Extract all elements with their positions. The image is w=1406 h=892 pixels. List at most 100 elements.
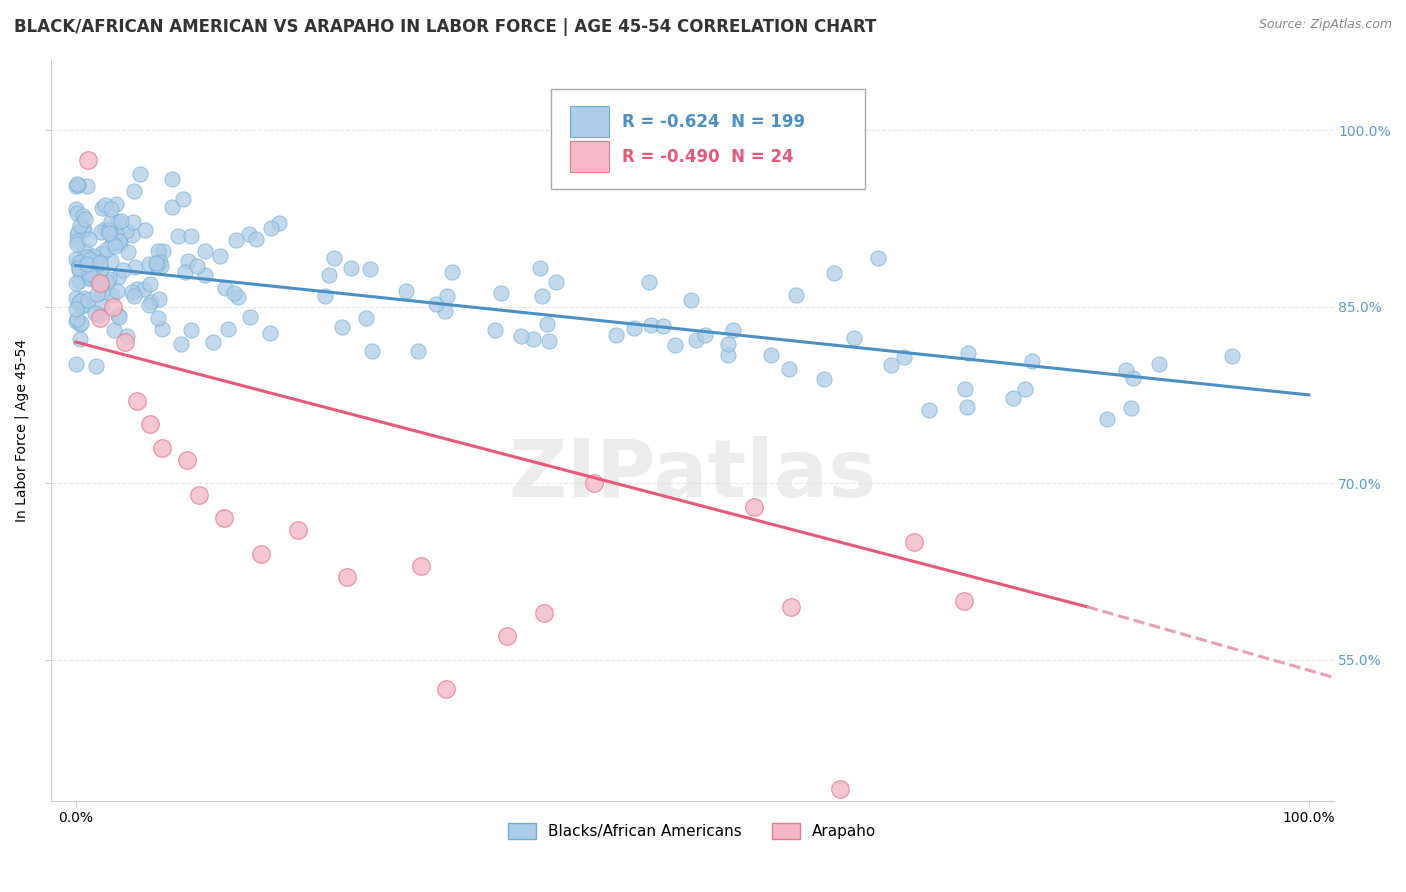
- Point: [91, 285, 114, 300]
- Point: [70, 299, 93, 313]
- Point: [640, 318, 662, 332]
- Point: [249, 547, 271, 561]
- Point: [138, 257, 160, 271]
- Point: [188, 488, 211, 502]
- Point: [90, 201, 112, 215]
- Point: [67, 263, 90, 277]
- Point: [813, 372, 835, 386]
- Point: [66, 256, 89, 270]
- Point: [77, 153, 100, 167]
- Point: [152, 244, 174, 258]
- Point: [65, 178, 87, 193]
- Point: [176, 452, 198, 467]
- Point: [267, 216, 290, 230]
- Point: [484, 322, 506, 336]
- Point: [108, 234, 131, 248]
- Point: [84, 255, 107, 269]
- Point: [1122, 370, 1144, 384]
- Point: [260, 220, 283, 235]
- Point: [496, 629, 519, 643]
- Point: [105, 226, 128, 240]
- Point: [685, 333, 707, 347]
- Point: [138, 298, 160, 312]
- Point: [90, 299, 112, 313]
- Point: [780, 599, 803, 614]
- Point: [67, 178, 90, 192]
- Point: [66, 296, 89, 310]
- Point: [65, 291, 87, 305]
- Point: [69, 333, 91, 347]
- Point: [103, 224, 125, 238]
- Point: [225, 234, 247, 248]
- Point: [170, 337, 193, 351]
- Point: [201, 334, 224, 349]
- Point: [214, 280, 236, 294]
- Point: [87, 308, 110, 322]
- Point: [217, 322, 239, 336]
- Point: [314, 289, 336, 303]
- Point: [121, 285, 143, 299]
- Point: [101, 300, 124, 314]
- Point: [489, 285, 512, 300]
- Point: [65, 301, 87, 316]
- Point: [122, 289, 145, 303]
- Point: [127, 393, 149, 408]
- Point: [132, 282, 155, 296]
- Point: [96, 242, 118, 256]
- Point: [339, 261, 361, 276]
- Point: [150, 441, 173, 455]
- Point: [66, 234, 89, 248]
- Point: [66, 178, 89, 192]
- Point: [65, 357, 87, 371]
- Point: [679, 293, 702, 308]
- Point: [1220, 349, 1243, 363]
- Point: [101, 235, 124, 250]
- Point: [903, 535, 925, 549]
- FancyBboxPatch shape: [571, 141, 609, 172]
- Point: [83, 306, 105, 320]
- Point: [194, 268, 217, 282]
- Point: [880, 358, 903, 372]
- Point: [953, 382, 976, 396]
- Point: [409, 558, 432, 573]
- Point: [77, 267, 100, 281]
- Point: [441, 265, 464, 279]
- Point: [103, 323, 125, 337]
- Point: [73, 244, 96, 258]
- Text: R = -0.624  N = 199: R = -0.624 N = 199: [621, 113, 804, 131]
- Point: [844, 331, 866, 345]
- Text: ZIPatlas: ZIPatlas: [508, 435, 876, 514]
- Point: [868, 251, 890, 265]
- Point: [436, 289, 458, 303]
- Point: [89, 276, 111, 290]
- Point: [67, 225, 90, 239]
- Point: [104, 229, 127, 244]
- Point: [107, 308, 129, 322]
- Point: [104, 239, 127, 253]
- Point: [406, 344, 429, 359]
- Point: [148, 292, 170, 306]
- Point: [82, 249, 104, 263]
- Point: [1115, 362, 1137, 376]
- Point: [723, 323, 745, 337]
- Point: [110, 213, 132, 227]
- Point: [73, 223, 96, 237]
- Point: [918, 403, 941, 417]
- Point: [259, 326, 281, 341]
- Point: [66, 227, 89, 242]
- Point: [138, 417, 160, 432]
- Point: [75, 259, 97, 273]
- Point: [194, 244, 217, 258]
- Point: [90, 278, 112, 293]
- Point: [1021, 353, 1043, 368]
- Point: [742, 500, 765, 514]
- Point: [82, 268, 104, 282]
- Point: [65, 314, 87, 328]
- Point: [124, 184, 146, 198]
- Point: [86, 286, 108, 301]
- Point: [84, 359, 107, 373]
- Point: [73, 212, 96, 227]
- Point: [77, 232, 100, 246]
- Point: [522, 332, 544, 346]
- Point: [759, 348, 782, 362]
